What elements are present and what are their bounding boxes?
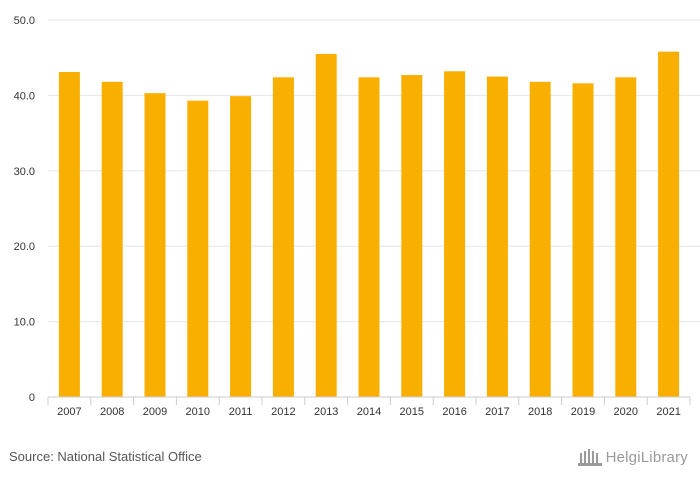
- x-tick-label: 2011: [229, 406, 253, 418]
- x-tick-label: 2012: [271, 406, 295, 418]
- bar[interactable]: [529, 81, 551, 397]
- x-tick-label: 2019: [571, 406, 595, 418]
- library-columns-icon: [577, 449, 602, 466]
- source-note: Source: National Statistical Office: [9, 449, 202, 464]
- bar[interactable]: [615, 77, 637, 397]
- bar[interactable]: [658, 51, 680, 397]
- x-tick-label: 2020: [614, 406, 638, 418]
- x-tick-label: 2008: [100, 406, 124, 418]
- bar[interactable]: [272, 77, 294, 397]
- bars: [58, 51, 680, 398]
- logo-text: HelgiLibrary: [605, 448, 688, 466]
- x-tick-label: 2010: [186, 406, 210, 418]
- x-tick-label: 2016: [442, 406, 466, 418]
- bar[interactable]: [230, 96, 252, 398]
- bar[interactable]: [572, 83, 594, 397]
- y-tick-label: 10.0: [14, 317, 35, 329]
- bar[interactable]: [58, 72, 80, 397]
- bar[interactable]: [187, 100, 209, 397]
- bar[interactable]: [401, 75, 423, 398]
- y-tick-label: 30.0: [14, 166, 35, 178]
- x-tick-label: 2014: [357, 406, 381, 418]
- x-tick-label: 2021: [656, 406, 680, 418]
- bar[interactable]: [315, 53, 337, 398]
- x-tick-label: 2009: [143, 406, 167, 418]
- y-axis-labels: 0 10.0 20.0 30.0 40.0 50.0: [14, 15, 35, 404]
- helgi-library-logo[interactable]: HelgiLibrary: [577, 448, 688, 466]
- x-tick-label: 2013: [314, 406, 338, 418]
- x-tick-label: 2015: [400, 406, 424, 418]
- y-tick-label: 40.0: [14, 90, 35, 102]
- x-axis-labels: 2007 2008 2009 2010 2011 2012 2013 2014 2015 2016…: [57, 406, 681, 418]
- y-tick-label: 20.0: [14, 241, 35, 253]
- x-axis: [47, 396, 691, 405]
- bar[interactable]: [144, 93, 166, 397]
- x-tick-label: 2017: [485, 406, 509, 418]
- y-tick-label: 0: [29, 392, 35, 404]
- bar[interactable]: [358, 77, 380, 397]
- x-tick-label: 2007: [57, 406, 81, 418]
- bar[interactable]: [444, 71, 466, 397]
- x-tick-label: 2018: [528, 406, 552, 418]
- bar[interactable]: [101, 81, 123, 397]
- y-tick-label: 50.0: [14, 15, 35, 27]
- bar-chart: 010.020.030.040.050.0 2007 2008 2009 2010 20…: [14, 15, 700, 418]
- bar[interactable]: [486, 76, 508, 398]
